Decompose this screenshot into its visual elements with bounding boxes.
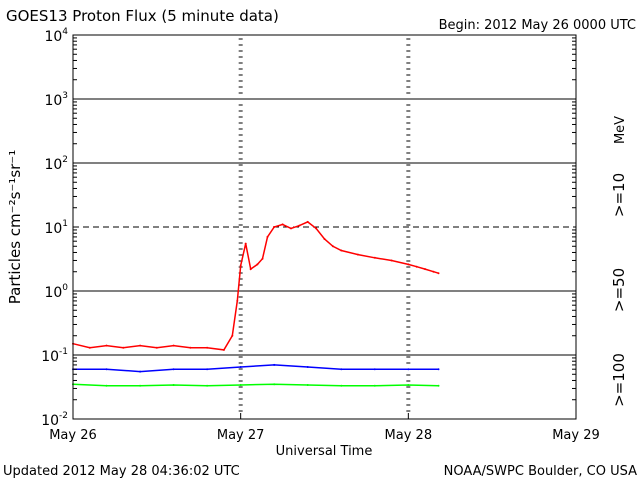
begin-label: Begin: 2012 May 26 0000 UTC [439, 18, 636, 33]
data-point [290, 227, 292, 230]
y-tick-label: 101 [44, 219, 68, 237]
data-point [172, 384, 175, 386]
data-point [105, 384, 108, 387]
data-point [323, 238, 326, 240]
data-point [373, 384, 376, 387]
x-tick-label: May 29 [552, 428, 600, 443]
data-point [244, 242, 247, 245]
data-point [206, 346, 209, 349]
y-tick-label: 102 [44, 155, 68, 173]
data-point [390, 259, 393, 262]
data-point [139, 344, 142, 347]
data-point [306, 384, 309, 386]
data-point [315, 227, 318, 230]
x-tick-label: May 27 [217, 428, 265, 443]
data-point [407, 263, 410, 266]
legend-units-label: MeV [613, 116, 628, 144]
data-point [206, 384, 209, 387]
data-point [273, 226, 276, 228]
y-tick-label: 100 [44, 283, 68, 301]
data-point [331, 245, 334, 248]
data-point [373, 256, 376, 259]
data-point [373, 368, 376, 371]
data-point [437, 272, 440, 275]
data-point [273, 363, 276, 366]
data-point [306, 366, 309, 368]
data-point [249, 268, 252, 271]
x-tick-label: May 28 [385, 428, 433, 443]
legend: >=10 >=50 >=100 MeV [610, 116, 628, 407]
data-point [281, 223, 284, 226]
data-point [155, 346, 158, 349]
data-point [266, 235, 269, 238]
data-point [239, 264, 242, 267]
axis-layer: 10-2 10-1 100 101 102 103 104 May 26 May 27 May 2… [41, 27, 600, 443]
data-point [432, 270, 435, 273]
y-tick-label: 10-2 [41, 411, 68, 429]
series-line [72, 383, 439, 387]
updated-timestamp: Updated 2012 May 28 04:36:02 UTC [3, 464, 240, 479]
data-point [222, 348, 225, 351]
chart-title: GOES13 Proton Flux (5 minute data) [6, 7, 279, 25]
legend-entry: >=50 [610, 268, 628, 312]
data-point [261, 257, 264, 260]
plot-frame [72, 34, 577, 420]
data-point [172, 344, 175, 347]
data-point [105, 368, 108, 371]
y-tick-label: 104 [44, 27, 68, 45]
data-point [239, 366, 242, 368]
data-point [239, 384, 242, 386]
data-point [437, 384, 440, 387]
data-point [415, 265, 418, 268]
legend-entry: >=10 [610, 173, 628, 217]
data-point [437, 368, 440, 371]
series-line [73, 364, 439, 373]
data-point [298, 224, 301, 227]
data-point [88, 346, 91, 349]
data-point [139, 370, 142, 373]
credit-text: NOAA/SWPC Boulder, CO USA [444, 464, 637, 479]
data-point [256, 263, 259, 266]
x-axis-label: Universal Time [276, 444, 373, 459]
data-point [424, 268, 427, 271]
y-tick-label: 103 [44, 91, 68, 109]
data-point [206, 368, 209, 371]
series-layer [72, 220, 440, 387]
y-tick-label: 10-1 [41, 347, 68, 365]
data-point [340, 368, 343, 371]
data-point [122, 346, 125, 349]
x-tick-label: May 26 [49, 428, 97, 443]
data-point [273, 383, 276, 386]
data-point [139, 384, 142, 387]
data-point [407, 368, 410, 371]
data-point [306, 220, 309, 223]
data-point [340, 384, 343, 387]
data-point [231, 334, 234, 337]
y-axis-label: Particles cm⁻²s⁻¹sr⁻¹ [6, 150, 24, 304]
legend-entry: >=100 [610, 353, 628, 407]
data-point [105, 344, 108, 347]
data-point [172, 368, 175, 371]
data-point [407, 384, 410, 386]
data-point [340, 249, 343, 252]
data-point [357, 253, 359, 256]
data-point [189, 346, 192, 349]
data-point [236, 299, 239, 302]
